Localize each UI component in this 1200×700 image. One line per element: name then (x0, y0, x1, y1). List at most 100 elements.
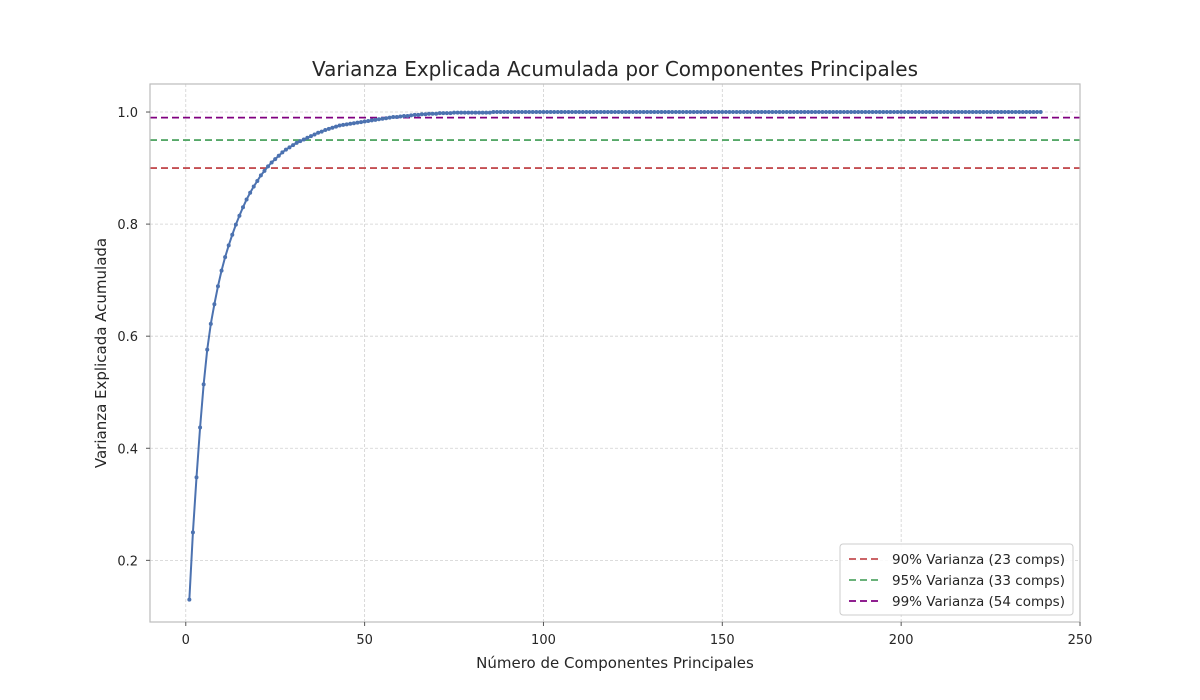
data-point (359, 120, 364, 125)
data-point (380, 116, 385, 121)
data-point (316, 130, 321, 135)
data-point (230, 232, 235, 237)
x-tick-label: 0 (182, 633, 190, 648)
data-point (677, 110, 682, 115)
data-point (437, 111, 442, 116)
data-point (655, 110, 660, 115)
data-point (877, 110, 882, 115)
data-point (698, 110, 703, 115)
data-point (759, 110, 764, 115)
data-point (992, 110, 997, 115)
data-point (888, 110, 893, 115)
data-point (856, 110, 861, 115)
data-point (623, 110, 628, 115)
data-point (695, 110, 700, 115)
data-point (573, 110, 578, 115)
data-point (269, 160, 274, 165)
data-point (720, 110, 725, 115)
data-point (212, 302, 217, 307)
data-point (416, 112, 421, 117)
data-point (198, 425, 203, 430)
data-point (391, 115, 396, 120)
data-point (262, 168, 267, 173)
x-tick-label: 200 (889, 633, 914, 648)
data-point (444, 111, 449, 116)
data-point (824, 110, 829, 115)
data-point (537, 110, 542, 115)
data-point (552, 110, 557, 115)
data-point (219, 268, 224, 273)
data-point (1035, 110, 1040, 115)
data-point (795, 110, 800, 115)
grid-layer (150, 84, 1081, 622)
data-point (351, 121, 356, 126)
data-point (788, 110, 793, 115)
data-point (841, 110, 846, 115)
data-point (942, 110, 947, 115)
data-point (434, 111, 439, 116)
data-point (713, 110, 718, 115)
data-point (534, 110, 539, 115)
data-point (745, 110, 750, 115)
data-point (194, 475, 199, 480)
data-point (985, 110, 989, 115)
data-point (530, 110, 535, 115)
data-point (294, 140, 299, 145)
data-point (266, 164, 271, 169)
data-point (763, 110, 768, 115)
data-point (881, 110, 886, 115)
data-point (205, 347, 210, 352)
data-point (999, 110, 1004, 115)
data-point (820, 110, 825, 115)
y-axis-ticks: 0.2 0.4 0.6 0.8 1.0 (117, 106, 150, 569)
data-point (401, 113, 406, 118)
data-point (773, 110, 778, 115)
data-point (337, 123, 342, 128)
data-point (273, 157, 278, 162)
data-point (323, 127, 328, 132)
data-point (952, 110, 957, 115)
data-point (587, 110, 592, 115)
data-point (598, 110, 603, 115)
data-point (577, 110, 582, 115)
data-point (895, 110, 900, 115)
data-point (545, 110, 550, 115)
data-point (516, 110, 521, 115)
data-point (706, 110, 710, 115)
data-point (756, 110, 761, 115)
data-point (691, 110, 696, 115)
data-point (602, 110, 607, 115)
data-point (670, 110, 675, 115)
data-point (301, 137, 306, 142)
data-point (734, 110, 739, 115)
legend-entry: 90% Varianza (23 comps) (892, 552, 1065, 568)
threshold-layer (150, 116, 1080, 169)
data-point (319, 129, 324, 134)
data-point (716, 110, 721, 115)
data-point (462, 110, 467, 115)
data-point (484, 110, 489, 115)
data-point (938, 110, 943, 115)
data-point (809, 110, 814, 115)
data-point (620, 110, 625, 115)
data-point (688, 110, 693, 115)
data-point (741, 110, 746, 115)
data-point (988, 110, 993, 115)
data-point (248, 190, 253, 195)
data-point (802, 110, 807, 115)
data-point (920, 110, 925, 115)
data-point (927, 110, 932, 115)
data-point (255, 178, 260, 183)
data-point (491, 110, 496, 115)
data-point (487, 110, 492, 115)
data-point (859, 110, 864, 115)
data-point (666, 110, 671, 115)
data-point (909, 110, 914, 115)
data-point (362, 119, 367, 124)
data-point (201, 382, 206, 387)
data-point (595, 110, 600, 115)
data-point (663, 110, 668, 115)
data-point (512, 110, 517, 115)
data-point (702, 110, 707, 115)
series-line (188, 111, 1041, 600)
